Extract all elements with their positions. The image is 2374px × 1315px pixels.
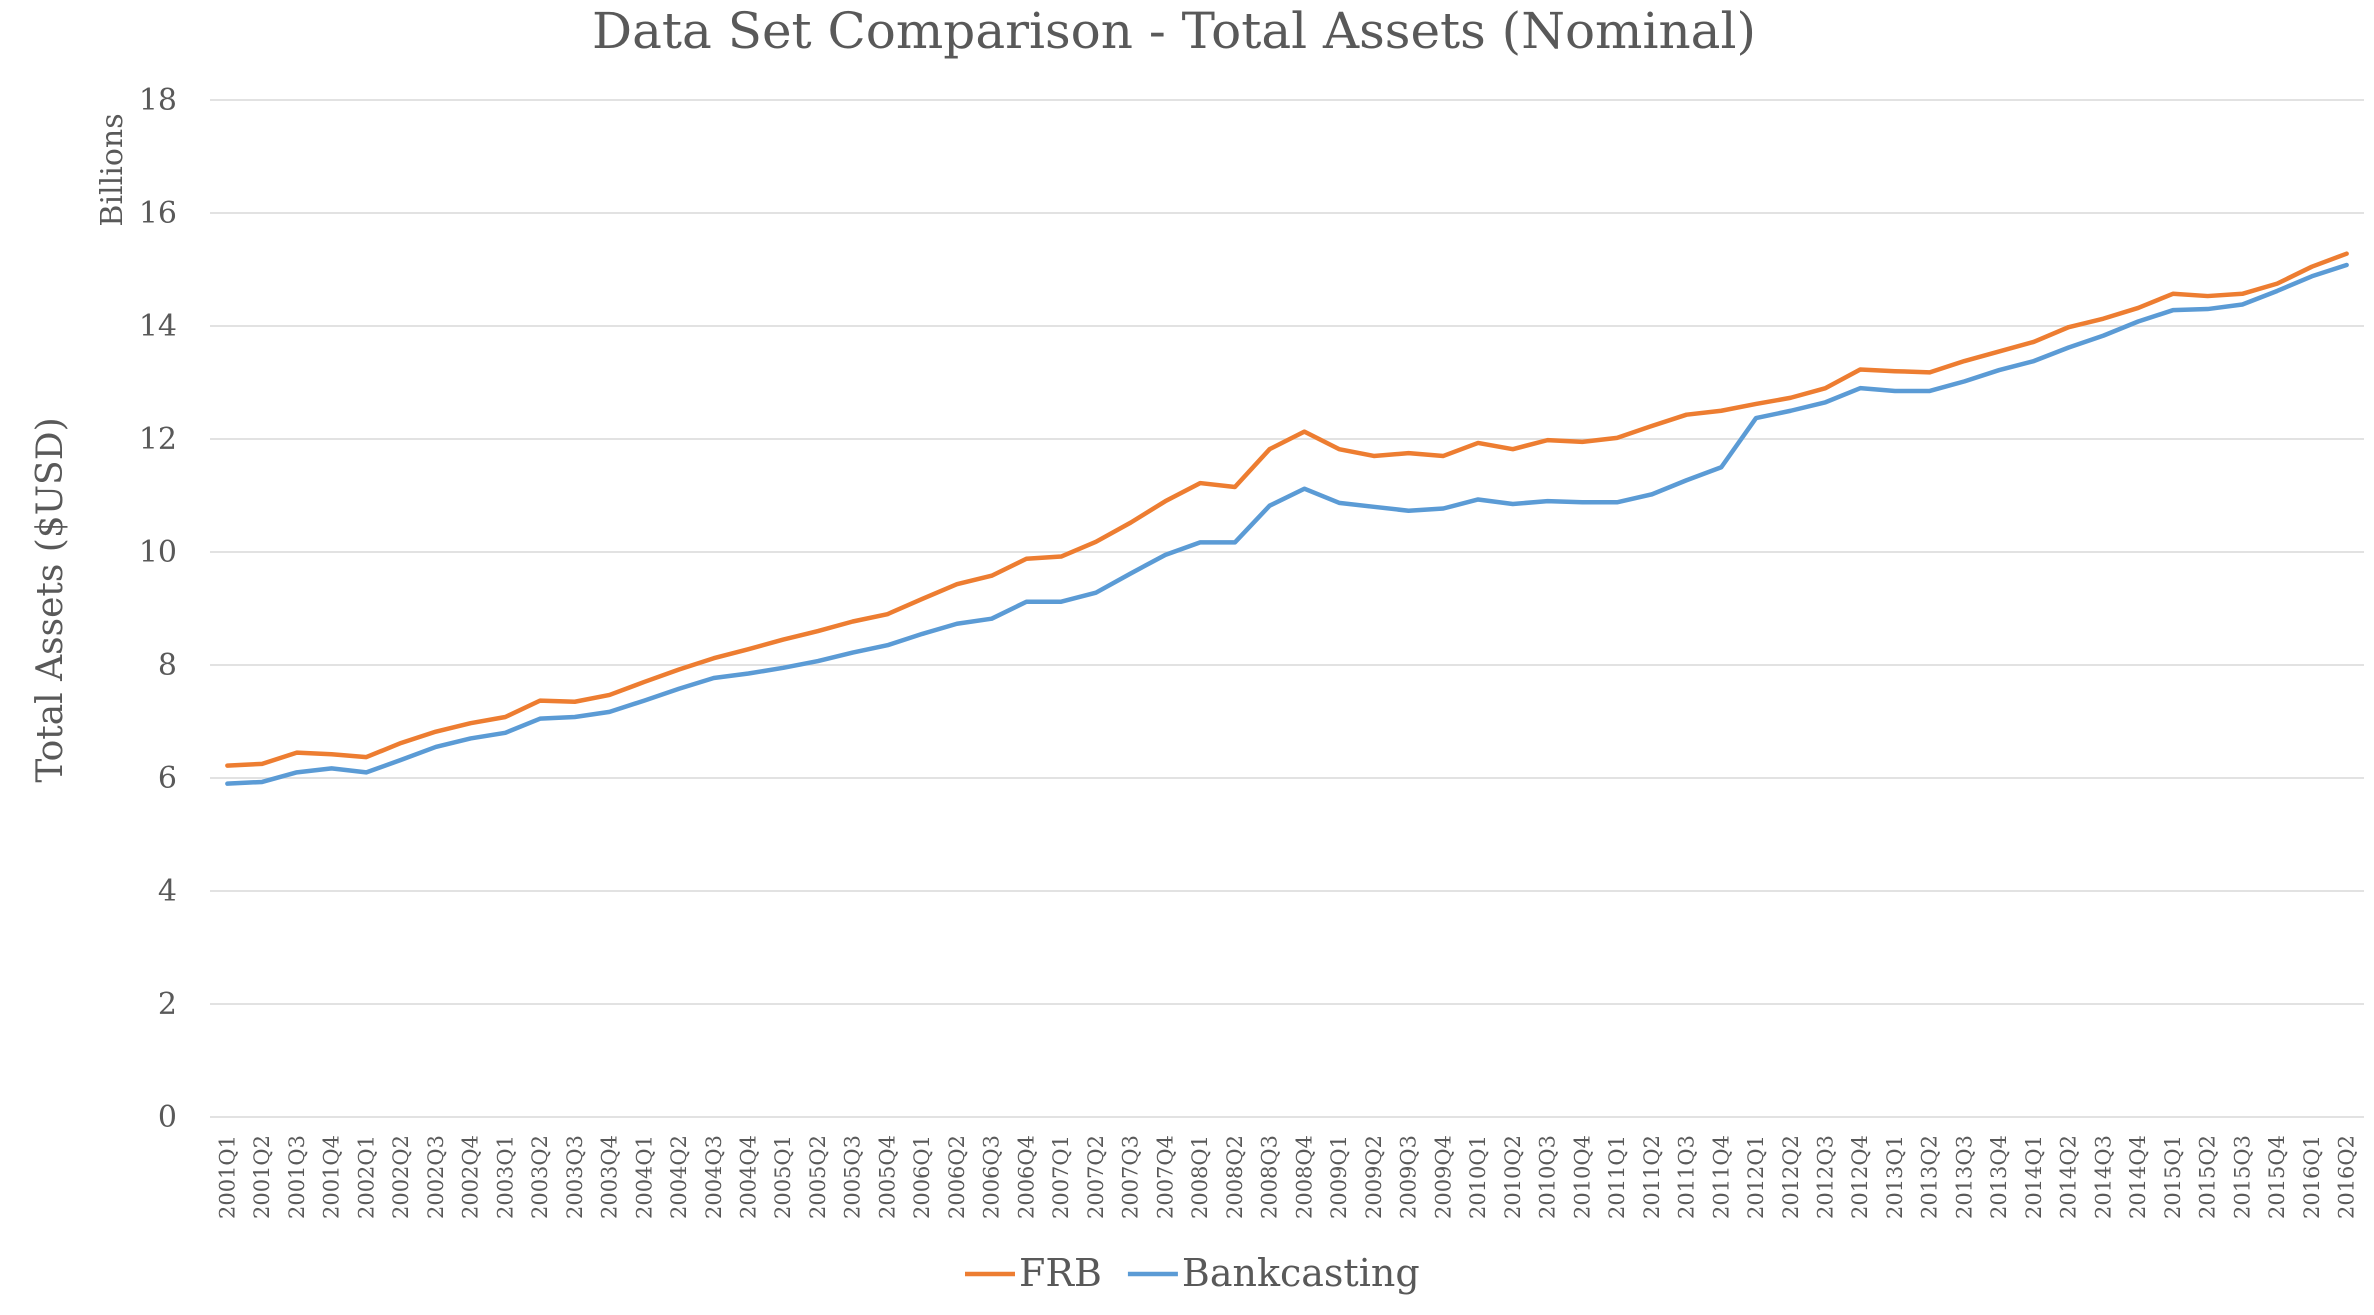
x-tick-label: 2003Q4 [598, 1135, 622, 1219]
x-tick-label: 2010Q1 [1466, 1135, 1490, 1219]
y-tick-label: 4 [158, 874, 177, 909]
legend-label: Bankcasting [1182, 1251, 1420, 1295]
x-tick-label: 2011Q3 [1675, 1135, 1699, 1219]
x-tick-label: 2015Q2 [2196, 1135, 2220, 1219]
x-tick-label: 2004Q3 [702, 1135, 726, 1219]
x-tick-label: 2010Q4 [1570, 1135, 1594, 1219]
x-tick-label: 2009Q1 [1327, 1135, 1351, 1219]
x-tick-label: 2014Q4 [2126, 1135, 2150, 1219]
y-tick-label: 18 [139, 83, 177, 118]
x-tick-label: 2011Q4 [1709, 1135, 1733, 1219]
x-tick-label: 2010Q2 [1501, 1135, 1525, 1219]
x-tick-label: 2009Q4 [1431, 1135, 1455, 1219]
x-tick-label: 2001Q4 [320, 1135, 344, 1219]
x-tick-label: 2003Q3 [563, 1135, 587, 1219]
x-tick-label: 2014Q2 [2057, 1135, 2081, 1219]
x-tick-label: 2004Q2 [667, 1135, 691, 1219]
x-tick-label: 2008Q2 [1223, 1135, 1247, 1219]
x-tick-label: 2007Q2 [1084, 1135, 1108, 1219]
x-tick-label: 2013Q1 [1883, 1135, 1907, 1219]
x-tick-label: 2012Q2 [1779, 1135, 1803, 1219]
x-tick-label: 2011Q1 [1605, 1135, 1629, 1219]
x-tick-label: 2013Q4 [1987, 1135, 2011, 1219]
x-tick-label: 2015Q3 [2230, 1135, 2254, 1219]
x-tick-label: 2007Q3 [1119, 1135, 1143, 1219]
y-axis-ticks: 0 2 4 6 8 10 12 14 16 18 [139, 83, 177, 1135]
x-tick-label: 2015Q4 [2265, 1135, 2289, 1219]
x-tick-label: 2011Q2 [1640, 1135, 1664, 1219]
x-tick-label: 2006Q2 [945, 1135, 969, 1219]
x-tick-label: 2002Q1 [354, 1135, 378, 1219]
x-tick-label: 2004Q1 [632, 1135, 656, 1219]
x-tick-label: 2014Q1 [2022, 1135, 2046, 1219]
x-tick-label: 2007Q1 [1049, 1135, 1073, 1219]
y-tick-label: 8 [158, 648, 177, 683]
x-tick-label: 2008Q1 [1188, 1135, 1212, 1219]
y-tick-label: 2 [158, 987, 177, 1022]
x-tick-label: 2016Q1 [2300, 1135, 2324, 1219]
x-tick-label: 2012Q4 [1848, 1135, 1872, 1219]
x-tick-label: 2016Q2 [2335, 1135, 2359, 1219]
x-tick-label: 2005Q4 [875, 1135, 899, 1219]
x-tick-label: 2002Q4 [459, 1135, 483, 1219]
x-tick-label: 2008Q3 [1258, 1135, 1282, 1219]
y-tick-label: 12 [139, 422, 177, 457]
gridlines [210, 99, 2364, 1118]
x-tick-label: 2009Q3 [1397, 1135, 1421, 1219]
x-tick-label: 2015Q1 [2161, 1135, 2185, 1219]
y-tick-label: 10 [139, 535, 177, 570]
chart-title: Data Set Comparison - Total Assets (Nomi… [592, 2, 1756, 60]
series-lines [225, 251, 2349, 786]
x-tick-label: 2002Q2 [389, 1135, 413, 1219]
legend: FRB Bankcasting [965, 1251, 1420, 1295]
x-tick-label: 2001Q1 [215, 1135, 239, 1219]
x-tick-label: 2009Q2 [1362, 1135, 1386, 1219]
x-tick-label: 2012Q1 [1744, 1135, 1768, 1219]
x-tick-label: 2013Q3 [1952, 1135, 1976, 1219]
x-tick-label: 2003Q1 [493, 1135, 517, 1219]
x-tick-label: 2001Q3 [285, 1135, 309, 1219]
y-tick-label: 14 [139, 309, 177, 344]
x-tick-label: 2005Q1 [771, 1135, 795, 1219]
x-tick-label: 2005Q3 [841, 1135, 865, 1219]
x-tick-label: 2012Q3 [1814, 1135, 1838, 1219]
x-tick-label: 2013Q2 [1918, 1135, 1942, 1219]
x-tick-label: 2006Q3 [980, 1135, 1004, 1219]
x-tick-label: 2001Q2 [250, 1135, 274, 1219]
y-tick-label: 0 [158, 1100, 177, 1135]
x-tick-label: 2005Q2 [806, 1135, 830, 1219]
x-tick-label: 2006Q1 [910, 1135, 934, 1219]
series-line-frb [225, 251, 2349, 768]
y-tick-label: 6 [158, 761, 177, 796]
x-axis-ticks: 2001Q1 2001Q2 2001Q3 2001Q4 2002Q1 2002Q2 2002… [215, 1135, 2358, 1219]
legend-label: FRB [1019, 1251, 1102, 1295]
x-tick-label: 2006Q4 [1014, 1135, 1038, 1219]
x-tick-label: 2010Q3 [1536, 1135, 1560, 1219]
x-tick-label: 2014Q3 [2091, 1135, 2115, 1219]
series-line-bankcasting [225, 262, 2349, 786]
y-unit-label: Billions [95, 113, 130, 226]
x-tick-label: 2002Q3 [424, 1135, 448, 1219]
y-tick-label: 16 [139, 196, 177, 231]
y-axis-title: Total Assets ($USD) [30, 417, 71, 782]
x-tick-label: 2004Q4 [737, 1135, 761, 1219]
x-tick-label: 2003Q2 [528, 1135, 552, 1219]
x-tick-label: 2008Q4 [1292, 1135, 1316, 1219]
x-tick-label: 2007Q4 [1153, 1135, 1177, 1219]
